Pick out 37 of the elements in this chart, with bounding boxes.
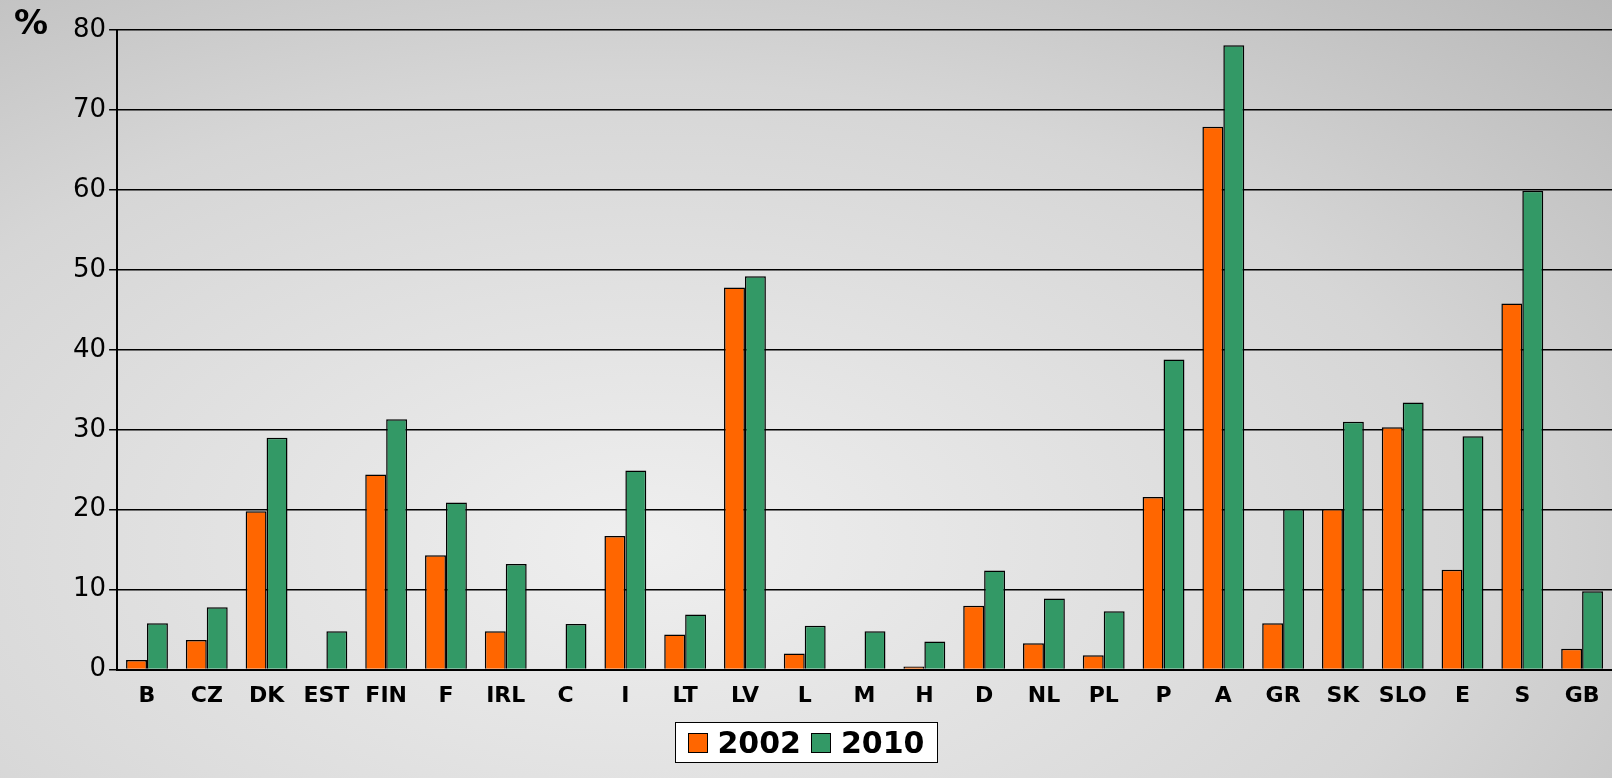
x-tick-label: F: [438, 681, 454, 707]
x-tick-label: DK: [248, 681, 286, 707]
x-tick-label: GB: [1564, 681, 1600, 707]
y-tick-label: 20: [72, 492, 107, 523]
x-tick-label: SLO: [1378, 681, 1427, 707]
y-tick-label: 50: [72, 252, 107, 283]
x-tick-label: B: [138, 681, 156, 707]
x-tick-label: EST: [303, 681, 350, 707]
y-tick-label: 60: [72, 172, 107, 203]
y-tick-label: 40: [72, 332, 107, 363]
x-tick-label: CZ: [190, 681, 223, 707]
x-tick-label: I: [621, 681, 630, 707]
y-tick-label: 30: [72, 412, 107, 443]
x-tick-label: C: [557, 681, 574, 707]
x-tick-label: P: [1155, 681, 1172, 707]
x-tick-label: A: [1214, 681, 1232, 707]
y-tick-label: 70: [72, 92, 107, 123]
x-tick-label: LV: [730, 681, 759, 707]
x-tick-label: E: [1454, 681, 1471, 707]
x-tick-label: NL: [1027, 681, 1061, 707]
x-tick-label: LT: [672, 681, 698, 707]
x-tick-label: FIN: [365, 681, 407, 707]
legend-label: 2010: [841, 725, 925, 760]
y-tick-label: 10: [72, 572, 107, 603]
y-tick-label: 80: [72, 12, 107, 43]
x-tick-label: S: [1514, 681, 1531, 707]
x-tick-label: PL: [1088, 681, 1119, 707]
x-tick-label: D: [975, 681, 994, 707]
x-tick-label: L: [797, 681, 812, 707]
x-tick-label: IRL: [486, 681, 526, 707]
x-tick-label: GR: [1265, 681, 1301, 707]
x-tick-label: M: [853, 681, 876, 707]
y-tick-label: 0: [89, 652, 107, 683]
y-axis-title: %: [14, 1, 49, 42]
x-tick-label: H: [915, 681, 934, 707]
x-tick-label: SK: [1326, 681, 1361, 707]
legend-label: 2002: [717, 725, 801, 760]
